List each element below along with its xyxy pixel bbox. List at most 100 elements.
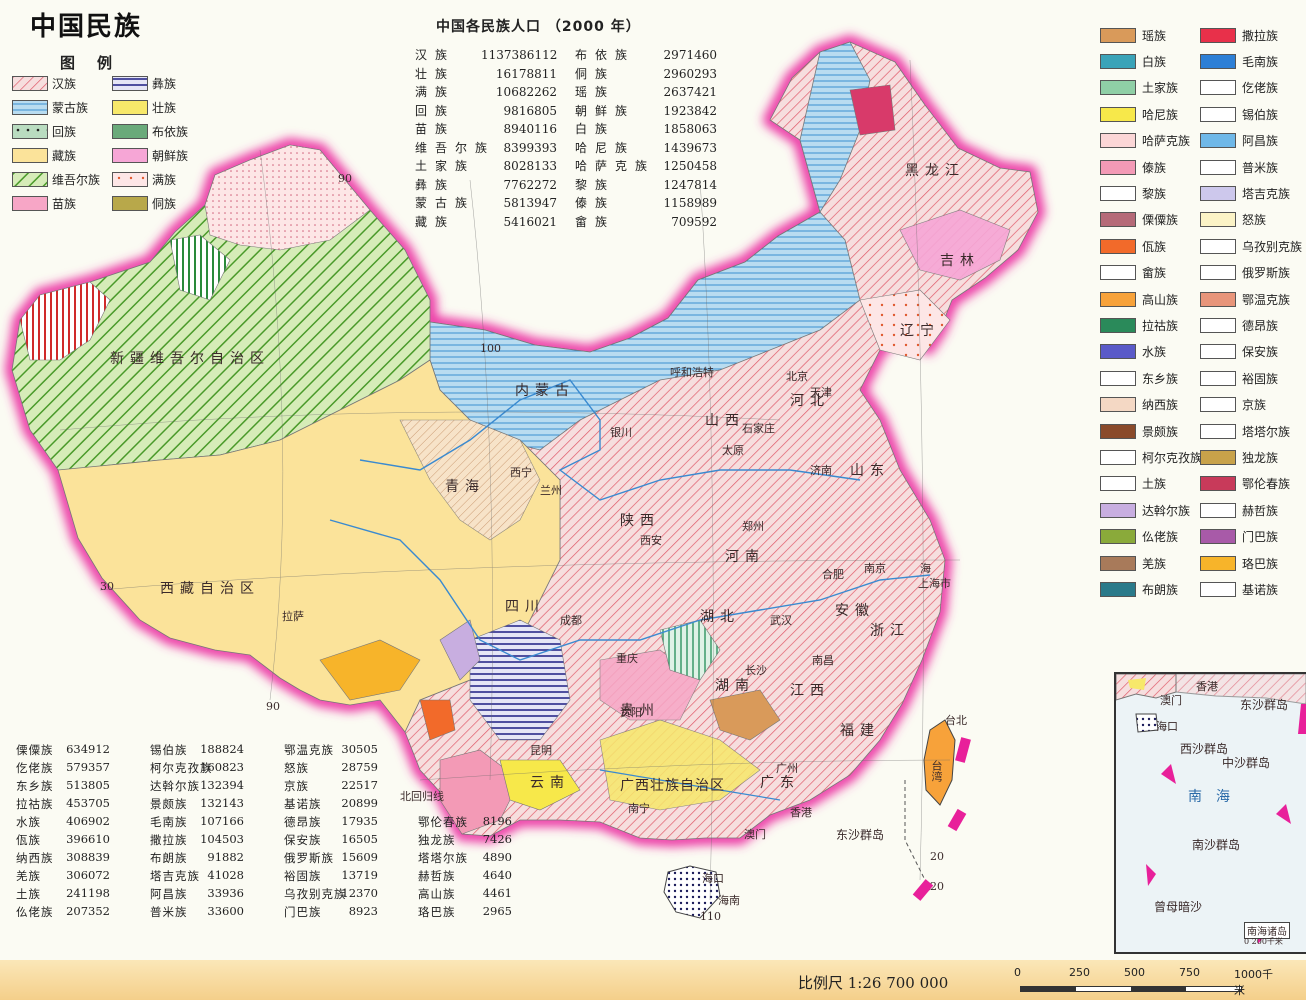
legend-swatch: [1200, 317, 1236, 333]
label-liaoning: 辽宁: [900, 323, 940, 339]
label-shandong: 山东: [850, 463, 890, 479]
small-population-value: 396610: [66, 832, 110, 846]
legend-label: 怒族: [1242, 213, 1267, 228]
legend-label: 鄂伦春族: [1242, 477, 1291, 492]
legend-label: 藏族: [52, 148, 77, 163]
legend-right-item: 珞巴族: [1200, 554, 1278, 572]
population-name: 畲族: [575, 214, 616, 229]
zhuang-region: [599, 719, 761, 811]
legend-label: 佤族: [1142, 239, 1167, 254]
small-population-value: 132143: [200, 796, 244, 810]
label-zhengzhou: 郑州: [742, 520, 764, 533]
legend-label: 满族: [152, 172, 177, 187]
legend-label: 乌孜别克族: [1242, 239, 1303, 254]
population-row: 布依族 2971460: [575, 46, 717, 63]
scale-tick: 250: [1069, 966, 1090, 979]
legend-label: 布朗族: [1142, 582, 1179, 597]
label-guangxi: 广西壮族自治区: [620, 778, 725, 794]
legend-swatch: [112, 147, 148, 163]
small-population-value: 13719: [341, 868, 378, 882]
small-population-name: 乌孜别克族: [284, 887, 347, 901]
legend-swatch: [1100, 502, 1136, 518]
legend-swatch: [1100, 80, 1136, 96]
grid-label-110: 110: [700, 910, 721, 923]
label-fujian: 福建: [840, 723, 880, 739]
legend-item-dong: 侗族: [112, 194, 176, 212]
legend-swatch: [1200, 423, 1236, 439]
population-value: 1158989: [663, 196, 717, 210]
small-population-name: 水族: [16, 815, 41, 829]
legend-label: 土家族: [1142, 81, 1179, 96]
legend-label: 哈尼族: [1142, 107, 1179, 122]
legend-right-item: 纳西族: [1100, 396, 1178, 414]
label-anhui: 安徽: [835, 603, 875, 619]
hani-region: [499, 759, 581, 811]
label-henan: 河南: [725, 549, 765, 565]
scale-tick: 750: [1179, 966, 1200, 979]
legend-swatch: [1100, 581, 1136, 597]
dai-region: [439, 749, 521, 835]
population-row: 瑶族 2637421: [575, 83, 717, 100]
small-population-value: 8196: [482, 814, 512, 828]
population-row: 土家族 8028133: [415, 157, 557, 174]
legend-swatch: [112, 171, 148, 187]
legend-right-item: 怒族: [1200, 211, 1266, 229]
population-name: 布依族: [575, 48, 636, 62]
legend-swatch: [1100, 317, 1136, 333]
small-population-value: 513805: [66, 778, 110, 792]
label-xizang: 西藏自治区: [160, 581, 260, 597]
pearl-river: [599, 769, 781, 801]
label-wuhan: 武汉: [770, 614, 792, 627]
legend-right-item: 德昂族: [1200, 316, 1278, 334]
label-guangdong: 广东: [760, 775, 800, 791]
legend-swatch: [1200, 185, 1236, 201]
population-row: 满族 10682262: [415, 83, 557, 100]
legend-right-item: 毛南族: [1200, 52, 1278, 70]
small-population-value: 28759: [341, 760, 378, 774]
small-population-name: 独龙族: [418, 833, 456, 847]
legend-right-item: 达斡尔族: [1100, 501, 1190, 519]
small-population-value: 41028: [207, 868, 244, 882]
legend-swatch: [1200, 133, 1236, 149]
legend-swatch: [1100, 238, 1136, 254]
small-population-name: 纳西族: [16, 851, 54, 865]
population-row: 哈萨克族 1250458: [575, 157, 717, 174]
label-tianjin: 天津: [810, 386, 832, 399]
label-taiyuan: 太原: [722, 444, 744, 457]
small-population-name: 拉祜族: [16, 797, 54, 811]
label-chengdu: 成都: [560, 614, 582, 627]
legend-right-item: 土家族: [1100, 79, 1178, 97]
grid-label-20b: 20: [930, 880, 944, 893]
inset-nansha: 南沙群岛: [1192, 838, 1241, 852]
legend-right-item: 仡佬族: [1200, 79, 1278, 97]
legend-swatch: [1100, 185, 1136, 201]
legend-swatch: [1100, 397, 1136, 413]
label-nanning: 南宁: [628, 802, 650, 815]
label-hebei: 河北: [790, 393, 830, 409]
label-hunan: 湖南: [715, 678, 755, 694]
legend-label: 苗族: [52, 196, 77, 211]
kazak-north: [204, 144, 371, 251]
scale-tick: 500: [1124, 966, 1145, 979]
small-population-value: 7426: [482, 832, 512, 846]
legend-label: 瑶族: [1142, 28, 1167, 43]
legend-swatch: [1200, 159, 1236, 175]
label-zhejiang: 浙江: [870, 623, 910, 639]
population-name: 满族: [415, 85, 456, 99]
yangtze-river: [329, 519, 931, 661]
legend-label: 布依族: [152, 124, 189, 139]
scale-bar: [1020, 986, 1242, 992]
small-population-value: 15609: [341, 850, 378, 864]
small-population-name: 保安族: [284, 833, 322, 847]
label-xining: 西宁: [510, 466, 532, 479]
scale-label: 比例尺 1:26 700 000: [798, 974, 949, 992]
legend-label: 傈僳族: [1142, 213, 1179, 228]
population-value: 7762272: [503, 177, 557, 192]
inset-xisha: 西沙群岛: [1180, 742, 1229, 756]
small-population-value: 132394: [200, 778, 244, 792]
label-aomen: 澳门: [744, 828, 766, 841]
legend-right-item: 裕固族: [1200, 369, 1278, 387]
legend-swatch: [1200, 502, 1236, 518]
label-beijing: 北京: [786, 370, 808, 383]
label-xinjiang: 新疆维吾尔自治区: [110, 351, 270, 367]
